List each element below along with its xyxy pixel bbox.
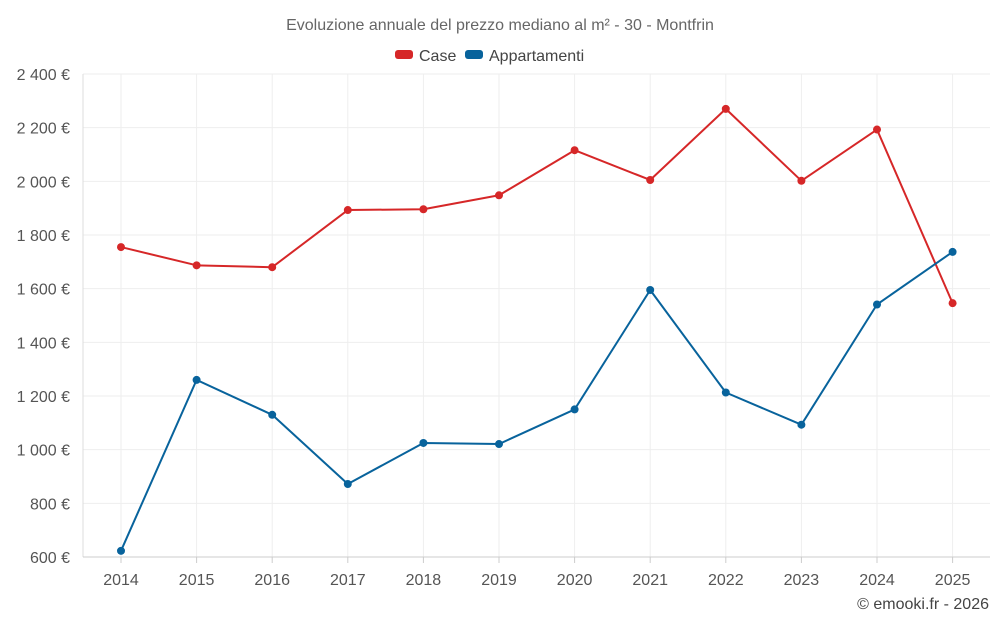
legend-swatch bbox=[465, 50, 483, 59]
legend-label: Case bbox=[419, 48, 456, 65]
legend: Case Appartamenti bbox=[395, 48, 584, 65]
x-tick-label: 2022 bbox=[708, 572, 744, 589]
y-tick-label: 2 000 € bbox=[17, 174, 70, 191]
x-tick-label: 2023 bbox=[784, 572, 820, 589]
data-point[interactable] bbox=[721, 104, 730, 113]
data-point[interactable] bbox=[419, 438, 428, 447]
y-tick-label: 1 800 € bbox=[17, 228, 70, 245]
data-point[interactable] bbox=[192, 375, 201, 384]
data-point[interactable] bbox=[268, 410, 277, 419]
y-tick-label: 2 400 € bbox=[17, 67, 70, 84]
data-point[interactable] bbox=[343, 206, 352, 215]
x-tick-label: 2024 bbox=[859, 572, 895, 589]
series-appartamenti bbox=[117, 247, 957, 555]
series bbox=[117, 104, 957, 555]
data-point[interactable] bbox=[948, 247, 957, 256]
x-axis: 2014 2015 2016 2017 2018 2019 2020 2021 2022 2023… bbox=[103, 557, 970, 589]
y-tick-label: 2 200 € bbox=[17, 121, 70, 138]
y-axis: 600 € 800 € 1 000 € 1 200 € 1 400 € 1 600 € 1 … bbox=[17, 67, 70, 567]
data-point[interactable] bbox=[797, 420, 806, 429]
legend-label: Appartamenti bbox=[489, 48, 584, 65]
x-tick-label: 2021 bbox=[632, 572, 668, 589]
grid bbox=[82, 73, 990, 558]
data-point[interactable] bbox=[873, 300, 881, 309]
data-point[interactable] bbox=[570, 146, 579, 155]
y-tick-label: 1 400 € bbox=[17, 335, 70, 352]
x-tick-label: 2014 bbox=[103, 572, 139, 589]
x-tick-label: 2020 bbox=[557, 572, 593, 589]
legend-item[interactable]: Appartamenti bbox=[465, 48, 584, 65]
data-point[interactable] bbox=[192, 261, 201, 270]
data-point[interactable] bbox=[873, 125, 881, 134]
data-point[interactable] bbox=[117, 243, 125, 252]
legend-swatch bbox=[395, 50, 413, 59]
y-tick-label: 800 € bbox=[30, 496, 70, 513]
data-point[interactable] bbox=[495, 191, 503, 200]
x-tick-label: 2016 bbox=[254, 572, 290, 589]
series-line bbox=[120, 107, 954, 304]
data-point[interactable] bbox=[268, 263, 277, 272]
y-tick-label: 1 600 € bbox=[17, 282, 70, 299]
x-tick-label: 2018 bbox=[406, 572, 442, 589]
data-point[interactable] bbox=[343, 480, 352, 489]
series-line bbox=[120, 251, 954, 552]
data-point[interactable] bbox=[721, 388, 730, 397]
y-tick-label: 1 000 € bbox=[17, 443, 70, 460]
data-point[interactable] bbox=[948, 299, 957, 308]
data-point[interactable] bbox=[646, 175, 655, 184]
y-tick-label: 600 € bbox=[30, 550, 70, 567]
x-tick-label: 2025 bbox=[935, 572, 971, 589]
x-tick-label: 2017 bbox=[330, 572, 366, 589]
data-point[interactable] bbox=[646, 286, 655, 295]
data-point[interactable] bbox=[419, 205, 428, 214]
chart-credit: © emooki.fr - 2026 bbox=[857, 596, 989, 613]
data-point[interactable] bbox=[495, 440, 503, 449]
legend-item[interactable]: Case bbox=[395, 48, 456, 65]
data-point[interactable] bbox=[117, 546, 125, 555]
data-point[interactable] bbox=[570, 405, 579, 414]
y-tick-label: 1 200 € bbox=[17, 389, 70, 406]
series-case bbox=[117, 104, 957, 308]
chart-title: Evoluzione annuale del prezzo mediano al… bbox=[286, 17, 714, 34]
data-point[interactable] bbox=[797, 176, 806, 185]
x-tick-label: 2015 bbox=[179, 572, 215, 589]
x-tick-label: 2019 bbox=[481, 572, 517, 589]
